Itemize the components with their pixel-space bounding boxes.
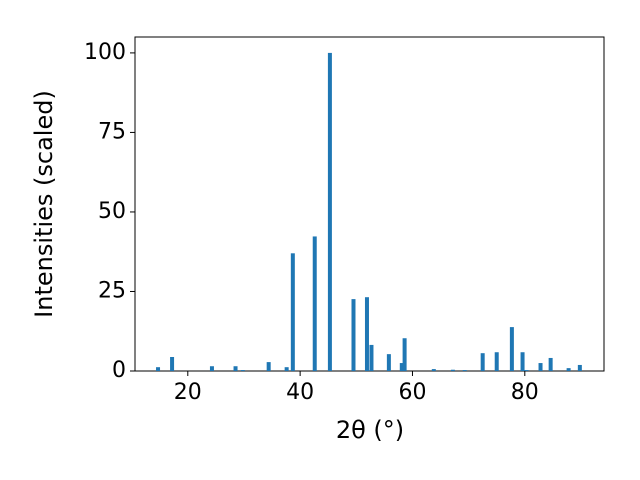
bar <box>462 370 467 371</box>
bar <box>399 363 404 371</box>
bar <box>266 362 271 371</box>
x-tick-label: 40 <box>286 380 314 405</box>
bar <box>509 327 514 371</box>
bar <box>566 368 571 371</box>
bar <box>233 366 238 371</box>
bar <box>524 370 529 371</box>
plot-frame <box>134 36 605 372</box>
y-tick-label: 25 <box>98 278 126 303</box>
x-tick-label: 60 <box>398 380 426 405</box>
bar <box>170 357 175 371</box>
bar <box>327 52 332 372</box>
bar <box>312 236 317 371</box>
bar <box>480 353 485 371</box>
bar <box>284 367 289 371</box>
bar <box>156 367 161 371</box>
x-tick-label: 20 <box>174 380 202 405</box>
x-axis-label: 2θ (°) <box>336 416 404 444</box>
y-tick-label: 0 <box>112 358 126 383</box>
y-axis-label: Intensities (scaled) <box>30 90 58 318</box>
bar <box>577 364 582 371</box>
bar <box>364 297 369 371</box>
bar <box>431 369 436 371</box>
bar <box>240 370 245 371</box>
y-tick-label: 75 <box>98 119 126 144</box>
y-tick-label: 100 <box>84 40 126 65</box>
bar <box>402 338 407 371</box>
y-tick-label: 50 <box>98 199 126 224</box>
bar <box>494 352 499 371</box>
bar <box>351 299 356 371</box>
bar <box>290 253 295 371</box>
bar <box>209 366 214 371</box>
bar <box>548 357 553 371</box>
bar <box>369 344 374 371</box>
bar <box>450 369 455 371</box>
bar <box>538 363 543 371</box>
bar <box>386 354 391 371</box>
bar <box>520 352 525 371</box>
x-tick-label: 80 <box>511 380 539 405</box>
